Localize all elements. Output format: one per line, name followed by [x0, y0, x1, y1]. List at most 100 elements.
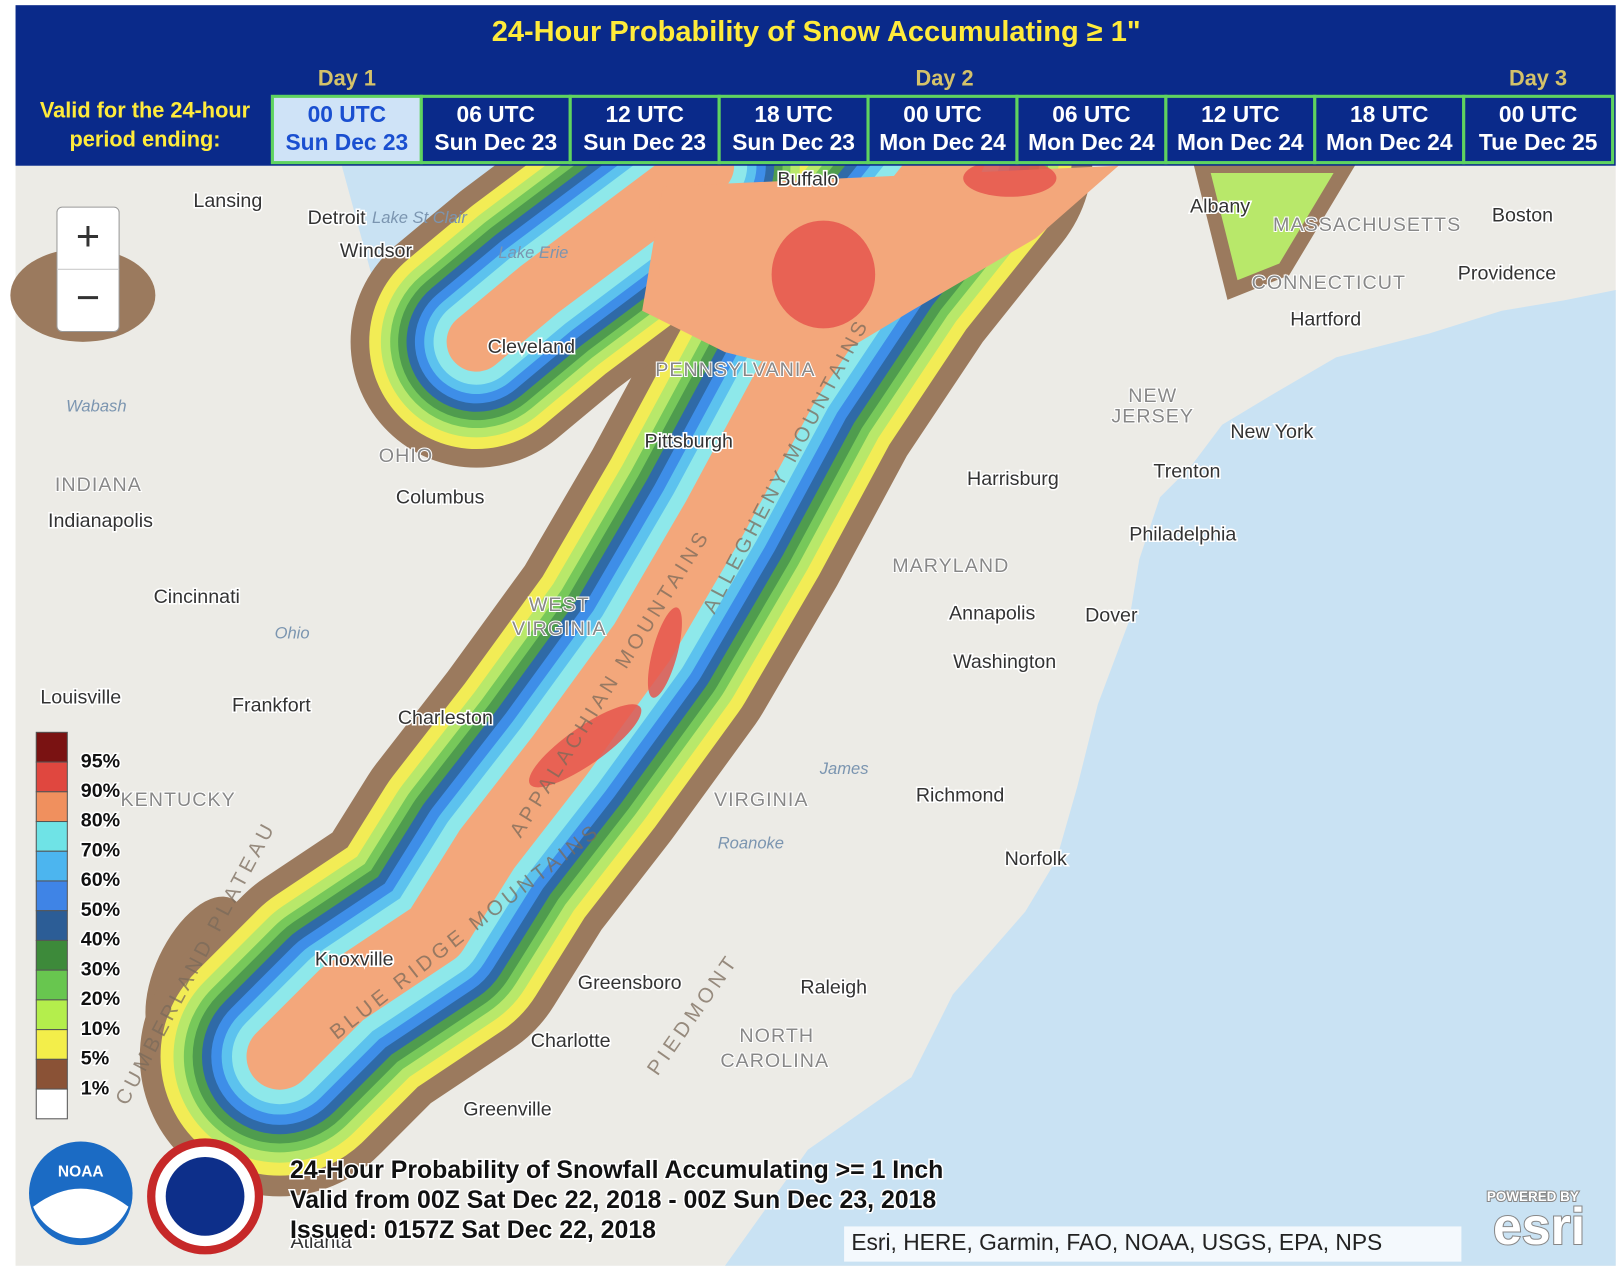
legend-label: 10%: [81, 1018, 120, 1040]
state-label: VIRGINIA: [512, 618, 607, 640]
red-area: [647, 607, 682, 698]
water-label: Wabash: [66, 396, 126, 415]
city-label: Greenville: [463, 1099, 552, 1121]
red-area: [529, 704, 642, 788]
legend-swatch: [35, 1058, 68, 1090]
nws-logo-inner: [165, 1157, 245, 1236]
water-label: Lake Erie: [498, 243, 568, 262]
valid-label: period ending:: [69, 127, 220, 152]
city-label: Charleston: [398, 707, 493, 729]
tab-label: 00 UTC: [1499, 101, 1577, 127]
state-label: INDIANA: [55, 474, 142, 496]
state-label: WEST: [529, 594, 590, 616]
city-label: Harrisburg: [967, 468, 1059, 490]
footer-line: Issued: 0157Z Sat Dec 22, 2018: [290, 1217, 656, 1244]
time-tab[interactable]: [1462, 94, 1615, 165]
footer-text: 24-Hour Probability of Snowfall Accumula…: [288, 1156, 944, 1246]
legend-label: 60%: [81, 869, 120, 891]
time-tab[interactable]: [1015, 94, 1168, 165]
legend-label: 40%: [81, 929, 120, 951]
time-tab[interactable]: [1313, 94, 1466, 165]
city-label: Detroit: [308, 207, 366, 229]
attribution: Esri, HERE, Garmin, FAO, NOAA, USGS, EPA…: [851, 1229, 1382, 1255]
tab-label: Mon Dec 24: [879, 129, 1006, 155]
legend-swatch: [35, 791, 68, 823]
time-tab[interactable]: [419, 94, 572, 165]
day-label: Day 3: [1509, 66, 1567, 91]
legend-label: 70%: [81, 839, 120, 861]
tab-label: Sun Dec 23: [583, 129, 706, 155]
city-label: Greensboro: [578, 972, 682, 994]
city-label: Philadelphia: [1129, 524, 1236, 546]
city-label: Atlanta: [290, 1231, 351, 1253]
legend-swatch: [35, 939, 68, 971]
city-label: Lansing: [193, 190, 262, 212]
state-label: JERSEY: [1111, 406, 1194, 428]
time-tab[interactable]: [1164, 94, 1317, 165]
water-label: Ohio: [275, 623, 310, 642]
valid-label: Valid for the 24-hour: [40, 98, 251, 123]
noaa-logo-wave: [33, 1188, 129, 1239]
state-label: PENNSYLVANIA: [655, 359, 815, 381]
tab-label: 00 UTC: [308, 101, 386, 127]
legend-swatch: [35, 880, 68, 912]
state-label: KENTUCKY: [120, 789, 235, 811]
tab-label: 00 UTC: [903, 101, 981, 127]
legend-label: 80%: [81, 810, 120, 832]
esri-logo: esri: [1493, 1197, 1585, 1255]
zoom-in[interactable]: +: [76, 212, 100, 259]
legend-label: 20%: [81, 988, 120, 1010]
red-area: [771, 220, 876, 329]
city-label: Cincinnati: [154, 586, 240, 608]
city-label: Raleigh: [800, 976, 867, 998]
time-tab[interactable]: [270, 94, 423, 165]
city-label: Louisville: [40, 686, 121, 708]
city-label: Trenton: [1153, 461, 1220, 483]
esri-powered: POWERED BY: [1487, 1189, 1579, 1204]
header-title: 24-Hour Probability of Snow Accumulating…: [492, 16, 1141, 48]
time-tab[interactable]: [568, 94, 721, 165]
tab-label: Mon Dec 24: [1326, 129, 1453, 155]
zoom-out[interactable]: −: [76, 273, 100, 320]
legend-swatch: [35, 999, 68, 1031]
day-label: Day 1: [318, 66, 376, 91]
city-label: Windsor: [340, 240, 413, 262]
city-label: New York: [1230, 421, 1313, 443]
legend: 95% 90% 80% 70% 60% 50% 40% 30% 20% 10% 5% 1%: [35, 731, 122, 1120]
tab-label: Sun Dec 23: [285, 129, 408, 155]
city-label: Washington: [953, 651, 1056, 673]
tab-label: 18 UTC: [1350, 101, 1428, 127]
footer-line: Valid from 00Z Sat Dec 22, 2018 - 00Z Su…: [290, 1187, 936, 1214]
legend-label: 95%: [81, 750, 120, 772]
tab-label: 06 UTC: [1052, 101, 1130, 127]
tab-label: Sun Dec 23: [732, 129, 855, 155]
city-label: Hartford: [1290, 308, 1361, 330]
tab-label: 18 UTC: [754, 101, 832, 127]
legend-swatch: [35, 731, 68, 763]
state-label: MASSACHUSETTS: [1273, 214, 1461, 236]
city-label: Dover: [1085, 605, 1138, 627]
legend-swatch: [35, 969, 68, 1001]
tab-label: 12 UTC: [1201, 101, 1279, 127]
state-label: NORTH: [739, 1025, 814, 1047]
legend-swatch: [35, 1088, 68, 1120]
water-label: James: [819, 759, 869, 778]
legend-swatch: [35, 1029, 68, 1060]
footer-line: 24-Hour Probability of Snowfall Accumula…: [290, 1157, 943, 1184]
ocean: [725, 290, 1616, 1266]
city-label: Cleveland: [488, 336, 575, 358]
day-label: Day 2: [916, 66, 974, 91]
tab-label: Tue Dec 25: [1479, 129, 1598, 155]
legend-swatch: [35, 910, 68, 941]
city-label: Norfolk: [1005, 848, 1067, 870]
attribution-bg: [844, 1226, 1462, 1262]
city-label: Frankfort: [232, 695, 311, 717]
legend-swatch: [35, 820, 68, 852]
state-label: OHIO: [379, 445, 433, 467]
state-label: CONNECTICUT: [1252, 272, 1406, 294]
legend-label: 1%: [81, 1077, 109, 1099]
time-tab[interactable]: [866, 94, 1019, 165]
city-label: Richmond: [916, 785, 1004, 807]
city-label: Knoxville: [315, 948, 394, 970]
